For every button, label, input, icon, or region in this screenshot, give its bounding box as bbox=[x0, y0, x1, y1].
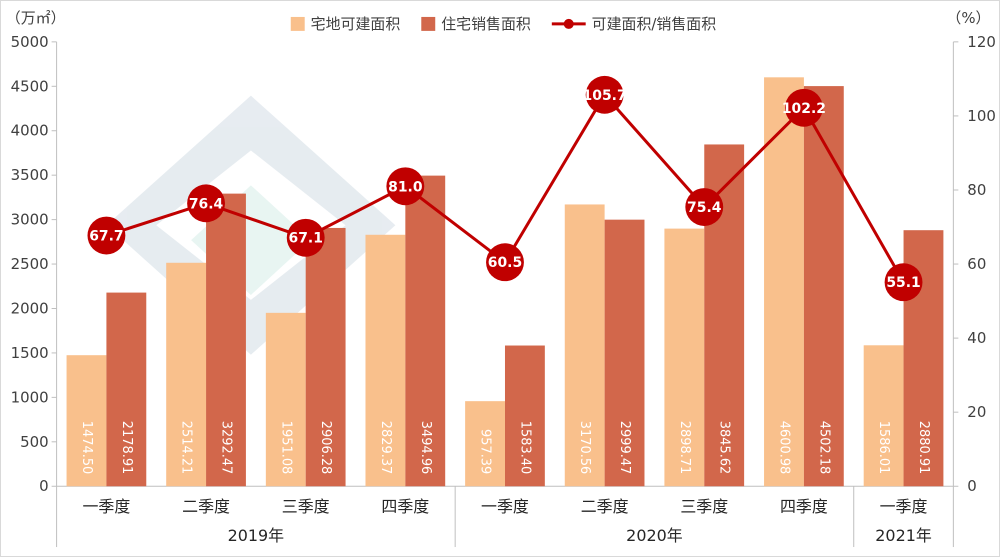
year-label: 2019年 bbox=[228, 526, 285, 545]
plot-area: 0500100015002000250030003500400045005000… bbox=[11, 33, 996, 548]
bar-value-label: 2829.37 bbox=[378, 421, 393, 475]
left-tick-label: 3000 bbox=[11, 211, 49, 229]
bar bbox=[863, 345, 904, 487]
ratio-value-label: 102.2 bbox=[782, 101, 826, 117]
right-axis-unit: （%） bbox=[946, 9, 990, 27]
ratio-value-label: 75.4 bbox=[687, 200, 722, 216]
ratio-point bbox=[486, 243, 524, 282]
bar-value-label: 2999.47 bbox=[617, 421, 632, 475]
legend-label: 宅地可建面积 bbox=[311, 15, 401, 33]
left-tick-label: 1000 bbox=[11, 388, 49, 406]
category-label: 二季度 bbox=[182, 497, 230, 516]
legend-label: 住宅销售面积 bbox=[441, 15, 531, 33]
right-tick-label: 20 bbox=[967, 403, 986, 421]
ratio-value-label: 76.4 bbox=[189, 196, 224, 212]
bar bbox=[206, 193, 246, 487]
bar bbox=[664, 228, 705, 487]
left-tick-label: 2500 bbox=[11, 255, 49, 273]
ratio-point bbox=[87, 216, 126, 255]
bar bbox=[166, 262, 207, 487]
bar bbox=[465, 401, 505, 487]
year-label: 2020年 bbox=[626, 526, 683, 545]
category-label: 三季度 bbox=[282, 497, 330, 516]
bar-value-label: 2880.91 bbox=[916, 421, 931, 475]
ratio-value-label: 67.1 bbox=[289, 231, 323, 247]
left-tick-label: 3500 bbox=[11, 166, 49, 184]
ratio-point bbox=[784, 88, 823, 127]
ratio-value-label: 105.7 bbox=[583, 88, 627, 104]
left-tick-label: 500 bbox=[20, 433, 49, 451]
bar-value-label: 4502.18 bbox=[816, 421, 831, 475]
bar-value-label: 4600.98 bbox=[776, 421, 791, 475]
right-tick-label: 80 bbox=[967, 181, 986, 199]
bar-value-label: 2514.21 bbox=[179, 421, 194, 475]
watermark-logo bbox=[106, 95, 396, 355]
bar-value-label: 2898.71 bbox=[677, 421, 692, 475]
bar bbox=[803, 86, 844, 487]
left-tick-label: 2000 bbox=[11, 299, 49, 317]
legend-marker bbox=[563, 18, 574, 29]
legend-swatch bbox=[290, 16, 305, 31]
ratio-value-label: 60.5 bbox=[488, 255, 522, 271]
legend: 宅地可建面积 住宅销售面积 可建面积/销售面积 bbox=[290, 15, 717, 33]
year-label: 2021年 bbox=[875, 526, 932, 545]
bar-value-label: 2178.91 bbox=[119, 421, 134, 475]
bar bbox=[504, 345, 545, 487]
category-label: 四季度 bbox=[780, 497, 828, 516]
left-tick-label: 4500 bbox=[11, 77, 49, 95]
bar-value-label: 1474.50 bbox=[79, 421, 94, 475]
bar-value-label: 3845.62 bbox=[717, 421, 732, 475]
left-tick-label: 5000 bbox=[11, 33, 49, 51]
left-tick-label: 4000 bbox=[11, 122, 49, 140]
bar bbox=[305, 227, 346, 487]
left-axis-unit: （万㎡） bbox=[6, 9, 66, 27]
category-label: 二季度 bbox=[581, 497, 629, 516]
ratio-point bbox=[585, 75, 624, 114]
ratio-point bbox=[884, 263, 923, 302]
ratio-point bbox=[286, 218, 325, 257]
bar-value-label: 1586.01 bbox=[876, 421, 891, 475]
right-tick-label: 40 bbox=[967, 329, 986, 347]
left-tick-label: 1500 bbox=[11, 344, 49, 362]
right-tick-label: 120 bbox=[967, 33, 996, 51]
legend-label: 可建面积/销售面积 bbox=[592, 15, 717, 33]
bar-value-label: 957.39 bbox=[478, 429, 493, 474]
bar bbox=[604, 219, 645, 487]
ratio-value-label: 67.7 bbox=[89, 229, 123, 245]
bar bbox=[405, 175, 446, 487]
ratio-point bbox=[386, 167, 425, 206]
bar-value-label: 3494.96 bbox=[418, 421, 433, 475]
right-tick-label: 100 bbox=[967, 107, 996, 125]
bar bbox=[764, 77, 804, 487]
bar-value-label: 3170.56 bbox=[577, 421, 592, 475]
right-tick-label: 0 bbox=[967, 477, 977, 495]
category-label: 一季度 bbox=[880, 497, 928, 516]
left-tick-label: 0 bbox=[39, 477, 49, 495]
bar-value-label: 1583.40 bbox=[517, 421, 532, 475]
ratio-value-label: 55.1 bbox=[886, 275, 920, 291]
bar-value-label: 1951.08 bbox=[278, 421, 293, 475]
category-label: 四季度 bbox=[381, 497, 429, 516]
ratio-point bbox=[685, 188, 724, 226]
bar bbox=[66, 355, 107, 487]
category-label: 一季度 bbox=[83, 497, 131, 516]
ratio-value-label: 81.0 bbox=[388, 179, 423, 195]
legend-swatch bbox=[421, 16, 436, 31]
bar-value-label: 3292.47 bbox=[218, 421, 233, 475]
bar bbox=[365, 234, 406, 487]
category-label: 一季度 bbox=[481, 497, 529, 516]
bar bbox=[265, 312, 306, 487]
right-tick-label: 60 bbox=[967, 255, 986, 273]
category-label: 三季度 bbox=[680, 497, 728, 516]
bar bbox=[106, 292, 147, 487]
bar-value-label: 2906.28 bbox=[318, 421, 333, 475]
bar bbox=[564, 204, 605, 487]
ratio-point bbox=[187, 184, 225, 223]
